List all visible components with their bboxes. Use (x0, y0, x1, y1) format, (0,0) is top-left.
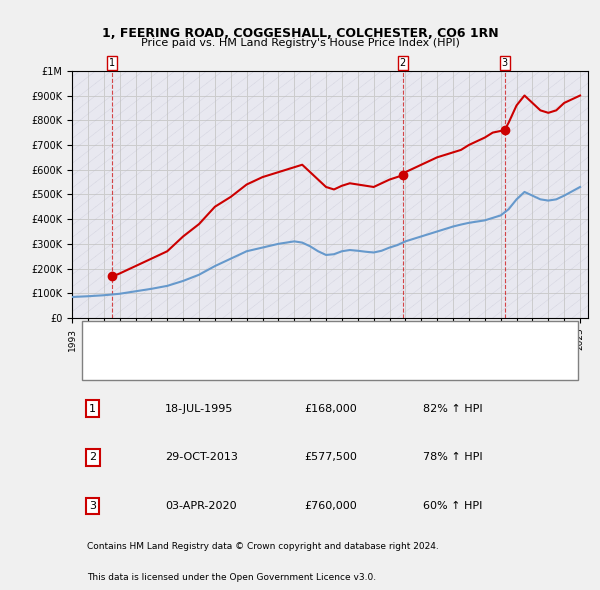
Text: 1: 1 (89, 404, 96, 414)
Text: 3: 3 (89, 501, 96, 511)
FancyBboxPatch shape (82, 321, 578, 380)
Text: 82% ↑ HPI: 82% ↑ HPI (423, 404, 482, 414)
Text: HPI: Average price, detached house, Braintree: HPI: Average price, detached house, Brai… (134, 360, 360, 370)
Text: This data is licensed under the Open Government Licence v3.0.: This data is licensed under the Open Gov… (88, 573, 377, 582)
Text: 1, FEERING ROAD, COGGESHALL, COLCHESTER, CO6 1RN: 1, FEERING ROAD, COGGESHALL, COLCHESTER,… (101, 27, 499, 40)
Text: 1, FEERING ROAD, COGGESHALL, COLCHESTER, CO6 1RN (detached house): 1, FEERING ROAD, COGGESHALL, COLCHESTER,… (134, 329, 504, 339)
Text: 18-JUL-1995: 18-JUL-1995 (165, 404, 233, 414)
Text: 78% ↑ HPI: 78% ↑ HPI (423, 453, 482, 463)
Text: £577,500: £577,500 (304, 453, 357, 463)
Text: 29-OCT-2013: 29-OCT-2013 (165, 453, 238, 463)
Text: 2: 2 (400, 58, 406, 68)
Text: Contains HM Land Registry data © Crown copyright and database right 2024.: Contains HM Land Registry data © Crown c… (88, 542, 439, 551)
Text: 3: 3 (502, 58, 508, 68)
Text: £760,000: £760,000 (304, 501, 357, 511)
Text: £168,000: £168,000 (304, 404, 357, 414)
Text: 60% ↑ HPI: 60% ↑ HPI (423, 501, 482, 511)
Text: 03-APR-2020: 03-APR-2020 (165, 501, 236, 511)
Text: 2: 2 (89, 453, 96, 463)
Text: Price paid vs. HM Land Registry's House Price Index (HPI): Price paid vs. HM Land Registry's House … (140, 38, 460, 48)
Text: 1: 1 (109, 58, 115, 68)
